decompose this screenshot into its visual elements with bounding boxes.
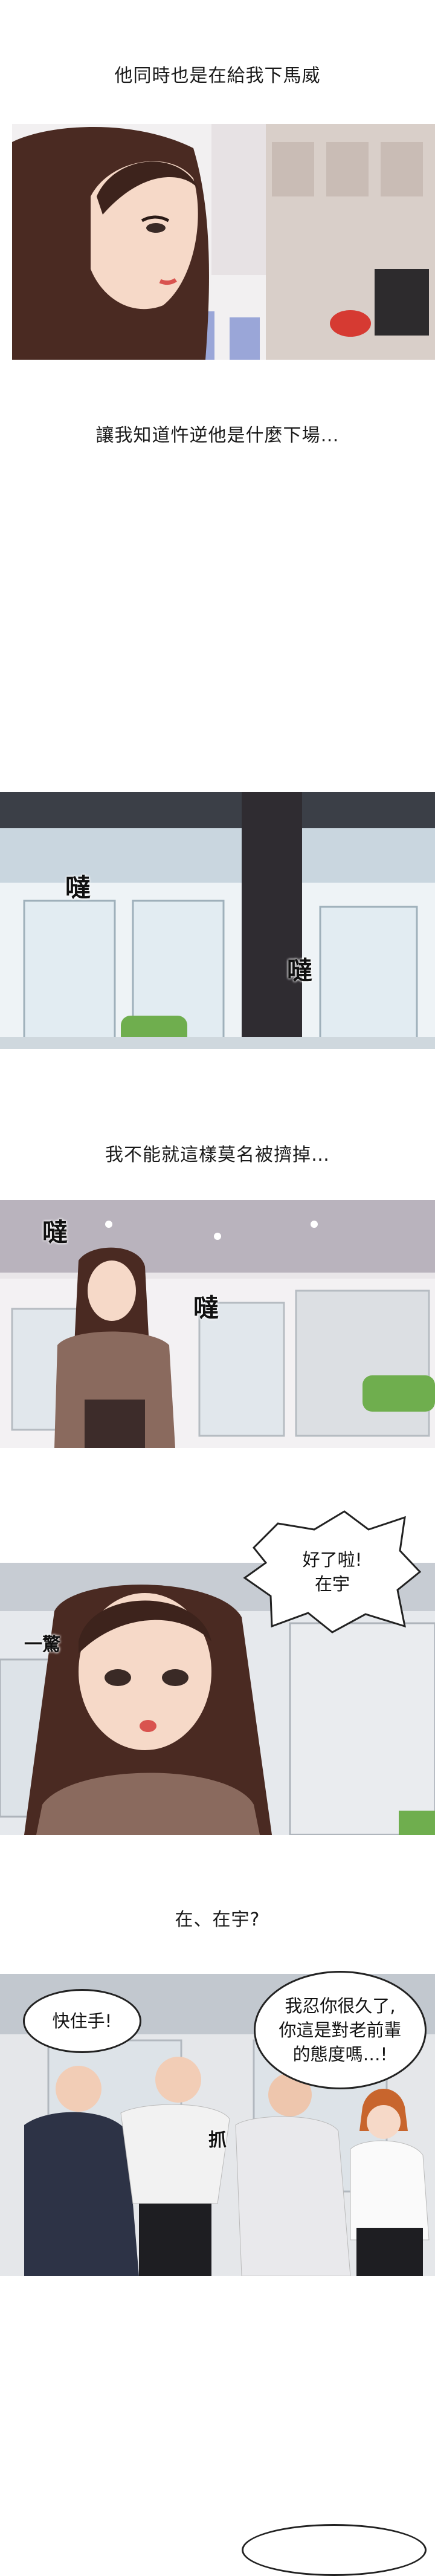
caption-4: 在、在宇?	[175, 1909, 260, 1930]
shout-bubble-text: 好了啦! 在宇	[302, 1549, 362, 1594]
sfx-tap-b: 噠	[287, 956, 313, 985]
speech-bubble-rant: 我忍你很久了, 你這是對老前輩 的態度嗎…!	[254, 1971, 427, 2089]
shout-bubble-shape	[243, 1510, 422, 1634]
sfx-step-b: 噠	[193, 1293, 219, 1323]
panel-1-art	[12, 124, 435, 360]
panel-2-art	[0, 792, 435, 1049]
panel-woman-closeup	[12, 124, 435, 360]
caption-1: 他同時也是在給我下馬威	[114, 65, 321, 86]
panel-woman-walking: 噠 噠	[0, 1200, 435, 1448]
sfx-tap-a: 噠	[65, 873, 91, 903]
sfx-startle: 一驚	[24, 1634, 60, 1655]
panel-3-art	[0, 1200, 435, 1448]
sfx-step-a: 噠	[42, 1218, 68, 1247]
panel-office-lobby: 噠 噠	[0, 792, 435, 1049]
speech-bubble-cutoff	[242, 2524, 427, 2576]
sfx-grab: 抓	[208, 2130, 227, 2151]
caption-2: 讓我知道忤逆他是什麼下場…	[95, 425, 340, 446]
caption-3: 我不能就這樣莫名被擠掉…	[105, 1144, 330, 1166]
speech-bubble-stop: 快住手!	[23, 1989, 141, 2053]
